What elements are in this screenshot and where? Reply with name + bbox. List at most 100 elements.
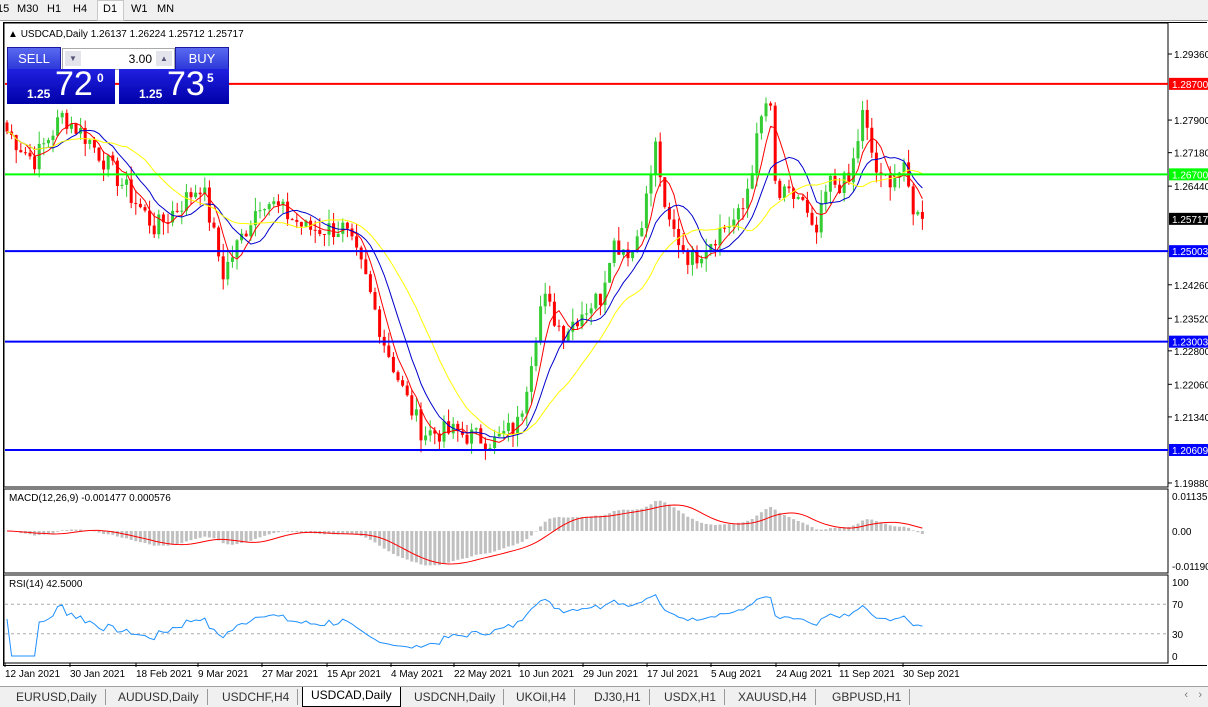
current-price-label: 1.25717 (1172, 215, 1208, 226)
rsi-panel-border (3, 574, 1169, 664)
candle-body (230, 257, 234, 262)
buy-price[interactable]: 1.25 73 5 (119, 65, 229, 104)
candle-body (902, 162, 906, 173)
lot-decrease-icon[interactable]: ▼ (65, 51, 81, 66)
tab-gbpusd-h1[interactable]: GBPUSD,H1 (824, 689, 911, 705)
candle-body (493, 436, 497, 449)
candle-body (120, 184, 124, 186)
candle-body (111, 155, 115, 161)
price-tick-label: 1.29360 (1174, 50, 1208, 61)
buy-button[interactable]: BUY (175, 47, 229, 71)
candle-body (502, 431, 506, 434)
tab-eurusd-daily[interactable]: EURUSD,Daily (8, 689, 106, 705)
candle-body (14, 134, 18, 151)
candle-body (350, 228, 354, 237)
candle-body (608, 262, 612, 283)
candle-body (138, 203, 142, 208)
price-tick-label: 1.23520 (1174, 314, 1208, 325)
candle-body (566, 331, 570, 342)
tab-dj30-h1[interactable]: DJ30,H1 (586, 689, 650, 705)
candle-body (203, 187, 207, 195)
sell-price[interactable]: 1.25 72 0 (7, 65, 115, 104)
rsi-tick-label: 30 (1172, 630, 1184, 641)
candle-body (511, 422, 515, 434)
timeframe-m30[interactable]: M30 (17, 3, 39, 15)
price-tick-label: 1.27180 (1174, 149, 1208, 160)
candle-body (589, 308, 593, 314)
tab-usdx-h1[interactable]: USDX,H1 (656, 689, 726, 705)
candle-body (456, 423, 460, 432)
rsi-tick-label: 70 (1172, 600, 1184, 611)
candle-body (704, 251, 708, 259)
current-price-badge (1169, 212, 1208, 225)
tab-xauusd-h4[interactable]: XAUUSD,H4 (730, 689, 816, 705)
candle-body (644, 193, 648, 228)
candle-body (598, 293, 602, 306)
timeframe-d1[interactable]: D1 (103, 3, 118, 15)
candle-body (391, 356, 395, 373)
candle-body (525, 391, 529, 414)
candle-body (424, 435, 428, 441)
main-panel-border (3, 22, 1169, 488)
candle-body (603, 282, 607, 306)
ohlc-label: 1.26137 1.26224 1.25712 1.25717 (90, 29, 244, 40)
tab-usdcnh-daily[interactable]: USDCNH,Daily (406, 689, 505, 705)
candle-body (585, 313, 589, 315)
candle-body (773, 105, 777, 181)
rsi-label: RSI(14) 42.5000 (9, 579, 83, 590)
candle-body (470, 429, 474, 444)
candle-body (332, 223, 336, 237)
date-tick-label: 24 Aug 2021 (776, 669, 833, 680)
timeframe-mn[interactable]: MN (157, 3, 175, 15)
candle-body (516, 416, 520, 434)
candle-body (419, 409, 423, 441)
candle-body (796, 197, 800, 199)
candle-body (732, 219, 736, 227)
candle-body (33, 156, 37, 170)
rsi-tick-label: 100 (1172, 578, 1189, 589)
candle-body (879, 172, 883, 174)
tabs-scroll-left-icon[interactable]: ‹ (1184, 689, 1188, 701)
tab-usdcad-daily[interactable]: USDCAD,Daily (302, 687, 401, 707)
candle-body (433, 430, 437, 434)
candle-body (175, 210, 179, 212)
timeframe-w1[interactable]: W1 (131, 3, 148, 15)
candle-body (842, 172, 846, 194)
candle-body (263, 209, 267, 211)
price-tick-label: 1.22060 (1174, 380, 1208, 391)
price-tick-label: 1.27900 (1174, 116, 1208, 127)
candle-body (635, 236, 639, 252)
chart-canvas[interactable]: 1.29360 1.27900 1.27180 1.26440 1.24260 1.235… (0, 0, 1208, 686)
date-tick-label: 9 Mar 2021 (198, 669, 249, 680)
timeframe-h4[interactable]: H4 (73, 3, 88, 15)
candle-body (355, 236, 359, 248)
candle-body (723, 227, 727, 229)
tab-usdchf-h4[interactable]: USDCHF,H4 (214, 689, 299, 705)
timeframe-15[interactable]: 15 (0, 3, 10, 15)
sell-price-prefix: 1.25 (27, 87, 51, 101)
candle-body (557, 325, 561, 327)
candle-body (792, 188, 796, 199)
tab-audusd-daily[interactable]: AUDUSD,Daily (110, 689, 208, 705)
candle-body (663, 177, 667, 207)
sell-button[interactable]: SELL (7, 47, 61, 71)
timeframe-h1[interactable]: H1 (47, 3, 62, 15)
lot-value[interactable]: 3.00 (128, 52, 152, 66)
candle-body (322, 234, 326, 236)
candle-body (474, 428, 478, 430)
candle-body (631, 251, 635, 259)
chart-header: ▲ USDCAD,Daily 1.26137 1.26224 1.25712 1… (8, 29, 244, 40)
candle-body (396, 372, 400, 381)
tabs-scroll-right-icon[interactable]: › (1198, 689, 1202, 701)
candle-body (920, 211, 924, 219)
candle-body (815, 224, 819, 233)
level-price-label: 1.26700 (1172, 170, 1208, 181)
collapse-triangle-icon[interactable]: ▲ (8, 29, 18, 40)
rsi-line (6, 593, 923, 657)
date-tick-label: 10 Jun 2021 (519, 669, 574, 680)
tab-ukoil-h4[interactable]: UKOil,H4 (508, 689, 576, 705)
lot-increase-icon[interactable]: ▲ (156, 51, 172, 66)
candle-body (258, 210, 262, 212)
lot-field[interactable]: ▼ 3.00 ▲ (62, 48, 175, 70)
candle-body (594, 293, 598, 309)
